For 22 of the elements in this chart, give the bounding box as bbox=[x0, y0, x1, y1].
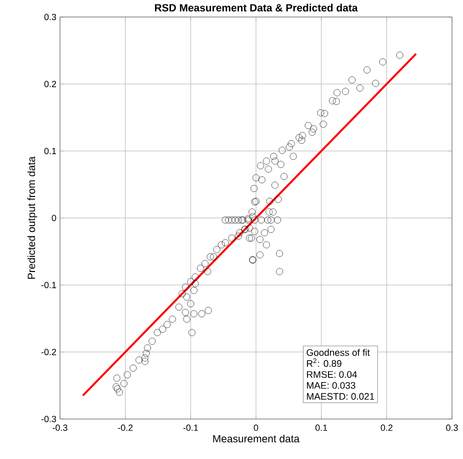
y-tick-label: -0.1 bbox=[41, 282, 56, 288]
y-tick-label: 0.2 bbox=[44, 80, 56, 88]
y-tick-label: 0.1 bbox=[44, 148, 56, 154]
y-tick-label: -0.2 bbox=[41, 348, 56, 356]
annotation: R$^{2}$: 0.89 bbox=[307, 358, 342, 367]
chart-title: RSD Measurement Data & Predicted data bbox=[154, 4, 358, 12]
x-tick-label: 0.2 bbox=[380, 424, 392, 431]
y-tick-label: -0.3 bbox=[41, 416, 56, 422]
x-tick-label: 0 bbox=[254, 424, 258, 431]
annotation: MAE: 0.033 bbox=[307, 382, 356, 389]
x-tick-label: -0.3 bbox=[52, 424, 68, 431]
y-axis-title: Predicted output from data bbox=[27, 156, 38, 279]
x-axis-title: Measurement data bbox=[213, 434, 300, 442]
annotation: MAESTD: 0.021 bbox=[307, 393, 374, 400]
y-tick-label: 0 bbox=[52, 214, 56, 222]
x-tick-label: 0.1 bbox=[315, 424, 328, 431]
annotation: RMSE: 0.04 bbox=[307, 371, 357, 378]
x-tick-label: -0.2 bbox=[118, 424, 133, 431]
y-tick-label: 0.3 bbox=[44, 14, 56, 20]
annotation: Goodness of fit bbox=[306, 348, 370, 356]
x-tick-label: -0.1 bbox=[183, 424, 198, 431]
x-tick-label: 0.3 bbox=[446, 424, 458, 431]
